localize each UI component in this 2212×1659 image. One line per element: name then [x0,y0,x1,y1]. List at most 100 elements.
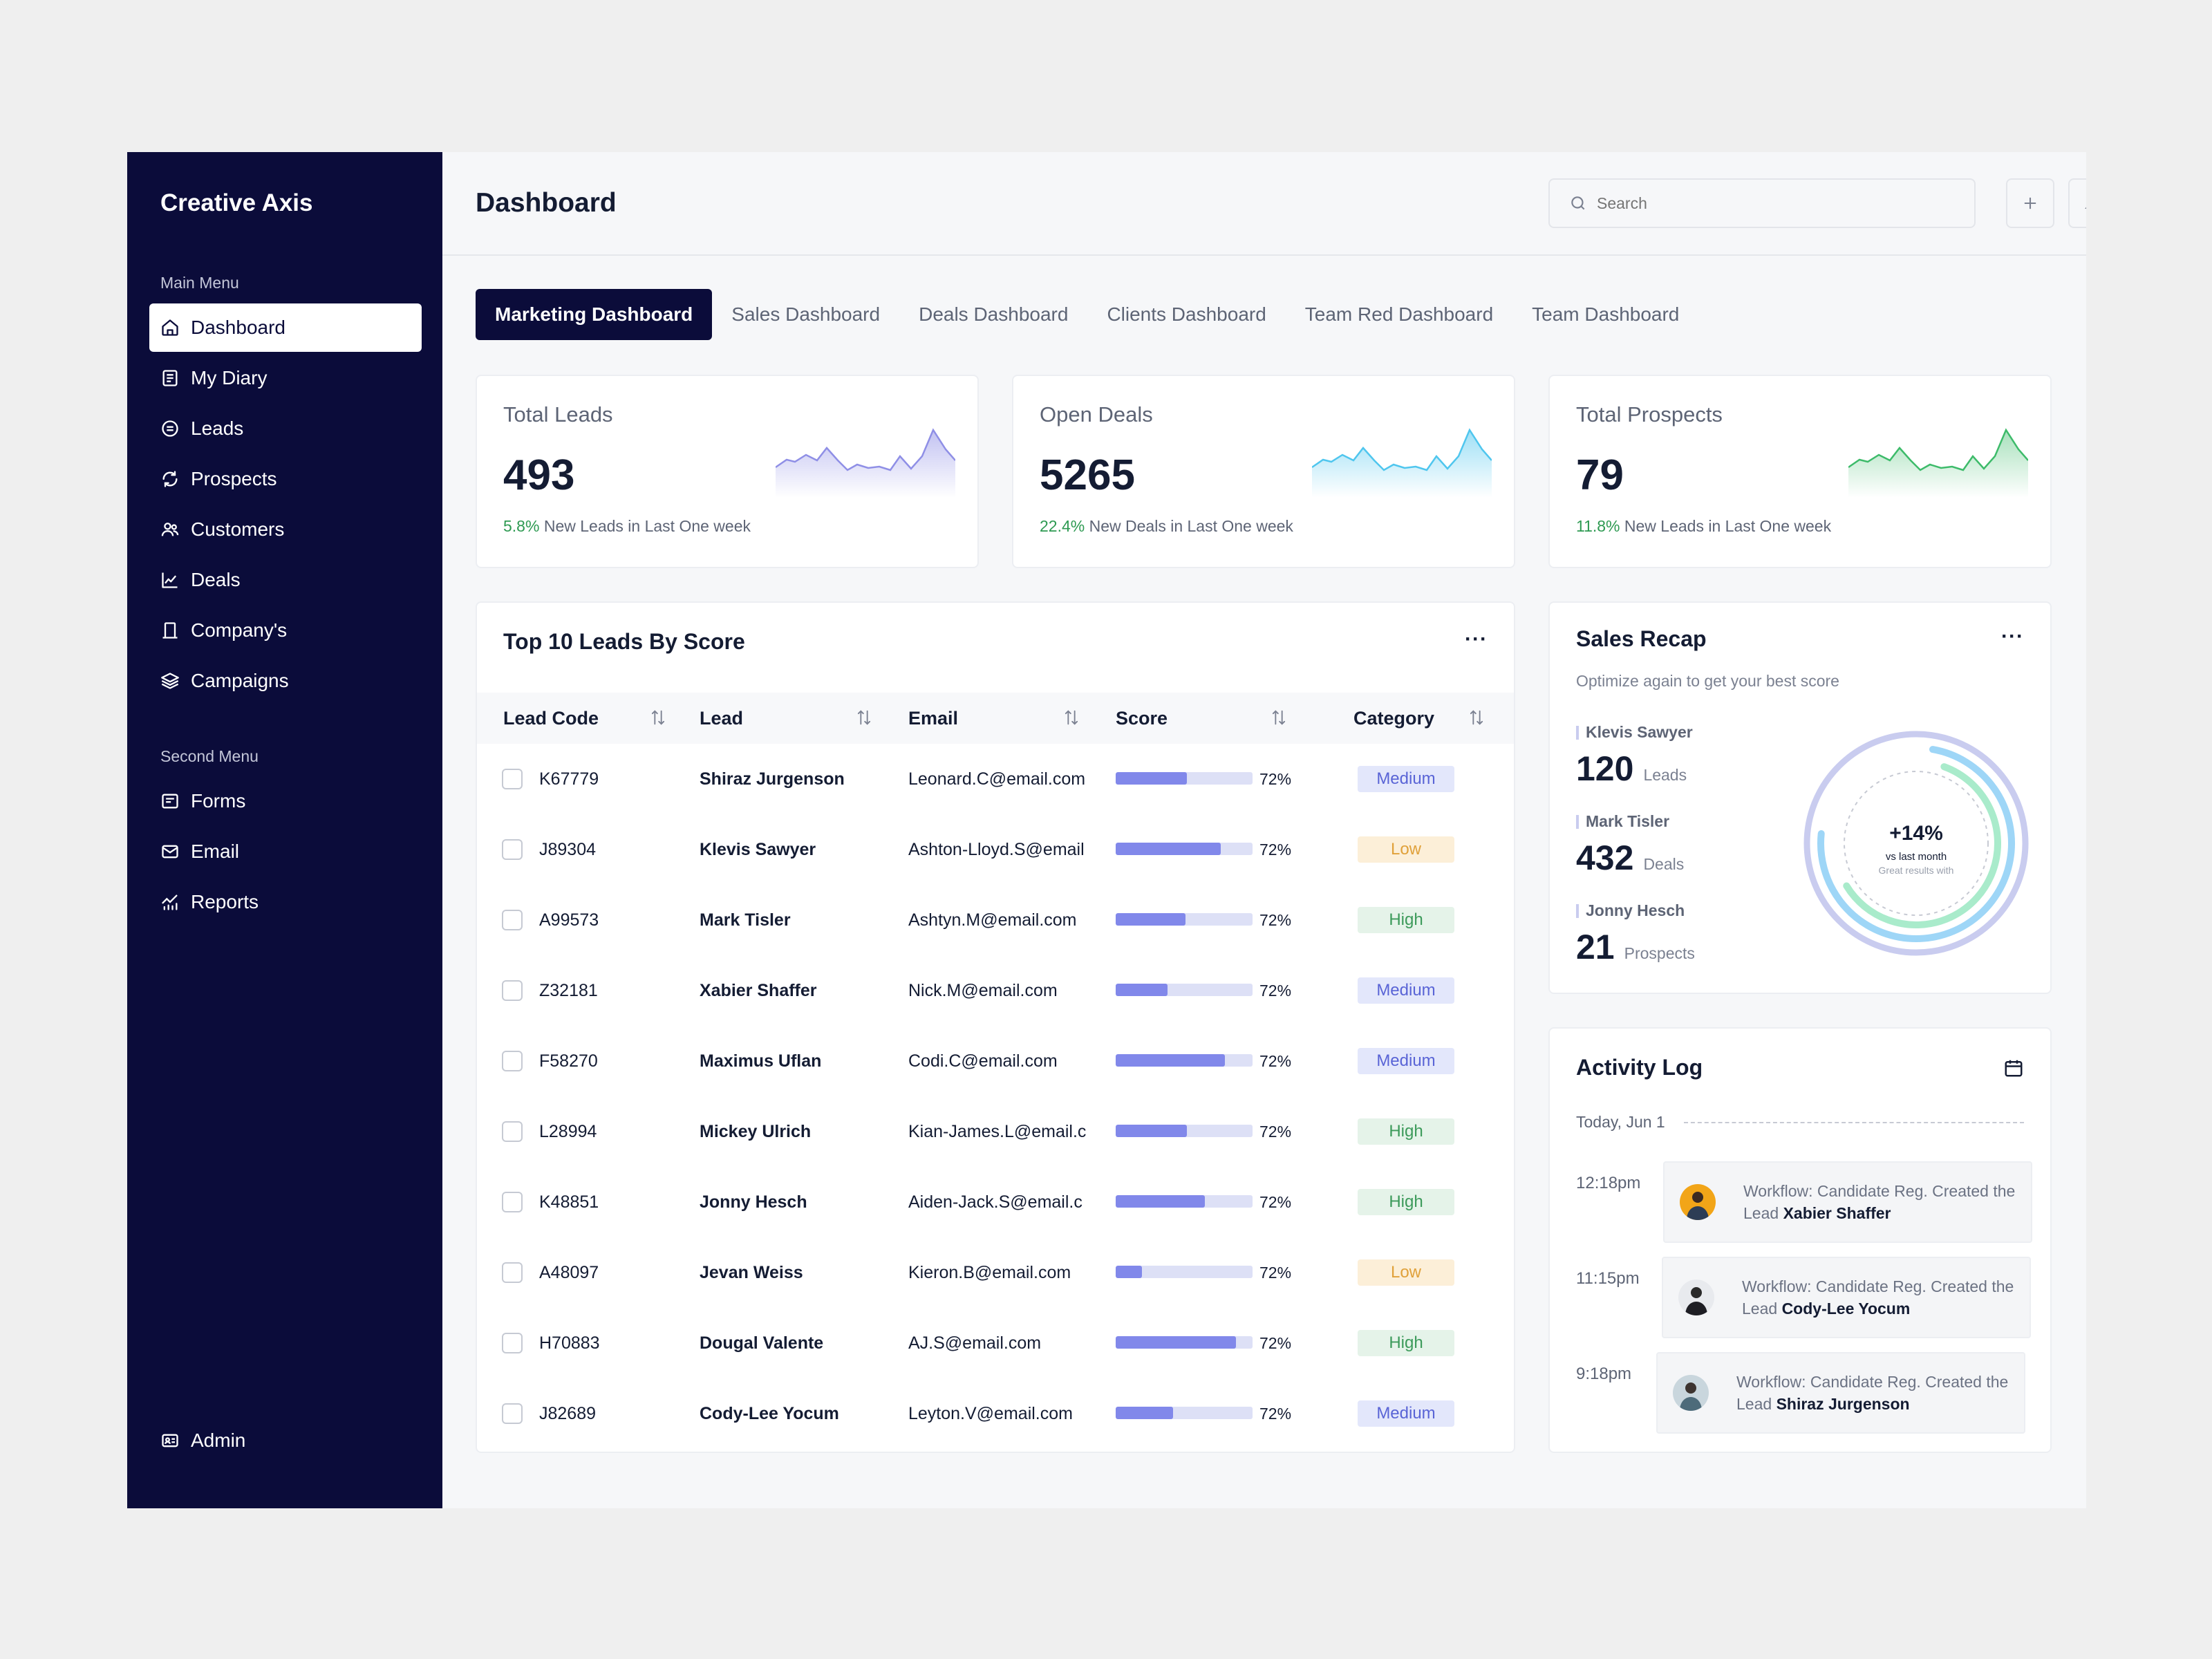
score-bar [1116,1195,1253,1208]
users-icon [161,523,179,536]
table-row[interactable]: Z32181 Xabier Shaffer Nick.M@email.com 72% M… [477,955,1514,1026]
recap-value: 432 [1576,838,1634,877]
row-checkbox[interactable] [502,980,523,1001]
reports-icon [162,894,178,910]
ring-middle [1817,744,2015,942]
column-header-category[interactable]: Category [1353,707,1435,729]
sidebar: Creative Axis Main Menu Dashboard My Dia… [127,152,442,1508]
sidebar-item-forms[interactable]: Forms [149,777,422,825]
person-avatar-icon [1678,1280,1714,1315]
score-bar-fill [1116,843,1221,855]
lead-code-cell: Z32181 [539,980,598,1000]
stat-value: 493 [503,451,575,499]
table-row[interactable]: A99573 Mark Tisler Ashtyn.M@email.com 72% Hi… [477,885,1514,955]
more-options-button[interactable]: ··· [2001,625,2024,648]
tab-team-red-dashboard[interactable]: Team Red Dashboard [1304,303,1494,325]
column-header-email[interactable]: Email [908,707,959,729]
table-row[interactable]: J89304 Klevis Sawyer Ashton-Lloyd.S@email 7… [477,814,1514,885]
score-bar-fill [1116,1125,1187,1137]
row-checkbox[interactable] [502,1121,523,1142]
score-bar [1116,984,1253,996]
search-input[interactable] [1597,194,1942,213]
stat-subtitle-text: New Deals in Last One week [1089,517,1293,535]
lead-code-cell: A99573 [539,910,599,930]
sidebar-item-my-diary[interactable]: My Diary [149,354,422,402]
sidebar-item-label: Customers [191,518,285,540]
row-checkbox[interactable] [502,1262,523,1283]
activity-entry[interactable]: Workflow: Candidate Reg. Created the Lea… [1663,1161,2032,1243]
sidebar-item-leads[interactable]: Leads [149,404,422,453]
table-row[interactable]: H70883 Dougal Valente AJ.S@email.com 72% Hig… [477,1308,1514,1378]
category-badge: Medium [1358,977,1454,1004]
tab-deals-dashboard[interactable]: Deals Dashboard [919,303,1069,325]
lead-name-cell: Maximus Uflan [700,1051,822,1071]
score-percent: 72% [1259,1051,1292,1070]
sort-icon[interactable] [1269,708,1288,727]
score-percent: 72% [1259,910,1292,929]
recap-unit: Deals [1643,855,1685,873]
calendar-icon[interactable] [2003,1058,2024,1078]
activity-entry[interactable]: Workflow: Candidate Reg. Created the Lea… [1656,1352,2025,1434]
score-bar [1116,1266,1253,1278]
ring-dashed [1844,771,1989,916]
notifications-button[interactable] [2068,178,2086,228]
lead-name-cell: Shiraz Jurgenson [700,769,845,789]
sidebar-item-dashboard[interactable]: Dashboard [149,303,422,352]
sidebar-item-email[interactable]: Email [149,827,422,876]
stat-subtitle-text: New Leads in Last One week [543,517,751,535]
tab-sales-dashboard[interactable]: Sales Dashboard [731,303,881,325]
card-title: Activity Log [1576,1055,1703,1080]
column-header-score[interactable]: Score [1116,707,1168,729]
more-options-button[interactable]: ··· [1465,628,1488,650]
sidebar-item-label: Admin [191,1430,246,1451]
lead-code-cell: F58270 [539,1051,598,1071]
sidebar-item-campaigns[interactable]: Campaigns [149,657,422,705]
activity-text: Workflow: Candidate Reg. Created the Lea… [1743,1182,2016,1222]
sidebar-item-reports[interactable]: Reports [149,878,422,926]
table-row[interactable]: K48851 Jonny Hesch Aiden-Jack.S@email.c 72%… [477,1167,1514,1237]
sidebar-item-deals[interactable]: Deals [149,556,422,604]
sort-icon[interactable] [1467,708,1486,727]
email-cell: Leonard.C@email.com [908,769,1086,789]
row-checkbox[interactable] [502,1051,523,1071]
recap-unit: Leads [1643,766,1687,784]
activity-log-card: Activity Log Today, Jun 1 12:18pm Workfl… [1548,1027,2052,1453]
tab-team-dashboard[interactable]: Team Dashboard [1532,303,1680,325]
sort-icon[interactable] [854,708,874,727]
table-row[interactable]: A48097 Jevan Weiss Kieron.B@email.com 72% Lo… [477,1237,1514,1308]
sort-icon[interactable] [648,708,668,727]
add-button[interactable] [2006,178,2054,228]
sidebar-item-companys[interactable]: Company's [149,606,422,655]
row-checkbox[interactable] [502,1192,523,1212]
score-percent: 72% [1259,840,1292,859]
sidebar-item-customers[interactable]: Customers [149,505,422,554]
row-checkbox[interactable] [502,839,523,860]
sidebar-item-prospects[interactable]: Prospects [149,455,422,503]
stat-subtitle-text: New Leads in Last One week [1624,517,1832,535]
home-icon [162,319,178,336]
row-checkbox[interactable] [502,1333,523,1353]
row-checkbox[interactable] [502,910,523,930]
row-checkbox[interactable] [502,769,523,789]
activity-entry[interactable]: Workflow: Candidate Reg. Created the Lea… [1662,1257,2031,1338]
lead-name-cell: Dougal Valente [700,1333,824,1353]
stat-value: 79 [1576,451,1624,499]
sort-icon[interactable] [1062,708,1081,727]
sidebar-item-label: Forms [191,790,246,812]
table-row[interactable]: J82689 Cody-Lee Yocum Leyton.V@email.com 72… [477,1378,1514,1449]
tab-marketing-dashboard[interactable]: Marketing Dashboard [476,289,713,340]
table-row[interactable]: K67779 Shiraz Jurgenson Leonard.C@email.co… [477,744,1514,814]
sidebar-item-admin[interactable]: Admin [149,1416,422,1465]
stat-title: Total Leads [503,402,613,427]
search-box[interactable] [1548,178,1976,228]
row-checkbox[interactable] [502,1403,523,1424]
sidebar-item-label: My Diary [191,367,268,388]
tab-clients-dashboard[interactable]: Clients Dashboard [1107,303,1266,325]
table-row[interactable]: F58270 Maximus Uflan Codi.C@email.com 72% Me… [477,1026,1514,1096]
column-header-lead[interactable]: Lead [700,707,744,729]
table-row[interactable]: L28994 Mickey Ulrich Kian-James.L@email.c 7… [477,1096,1514,1167]
lead-name-cell: Mark Tisler [700,910,791,930]
column-header-lead-code[interactable]: Lead Code [503,707,599,729]
layers-icon [161,673,179,689]
category-badge: High [1358,1330,1454,1356]
